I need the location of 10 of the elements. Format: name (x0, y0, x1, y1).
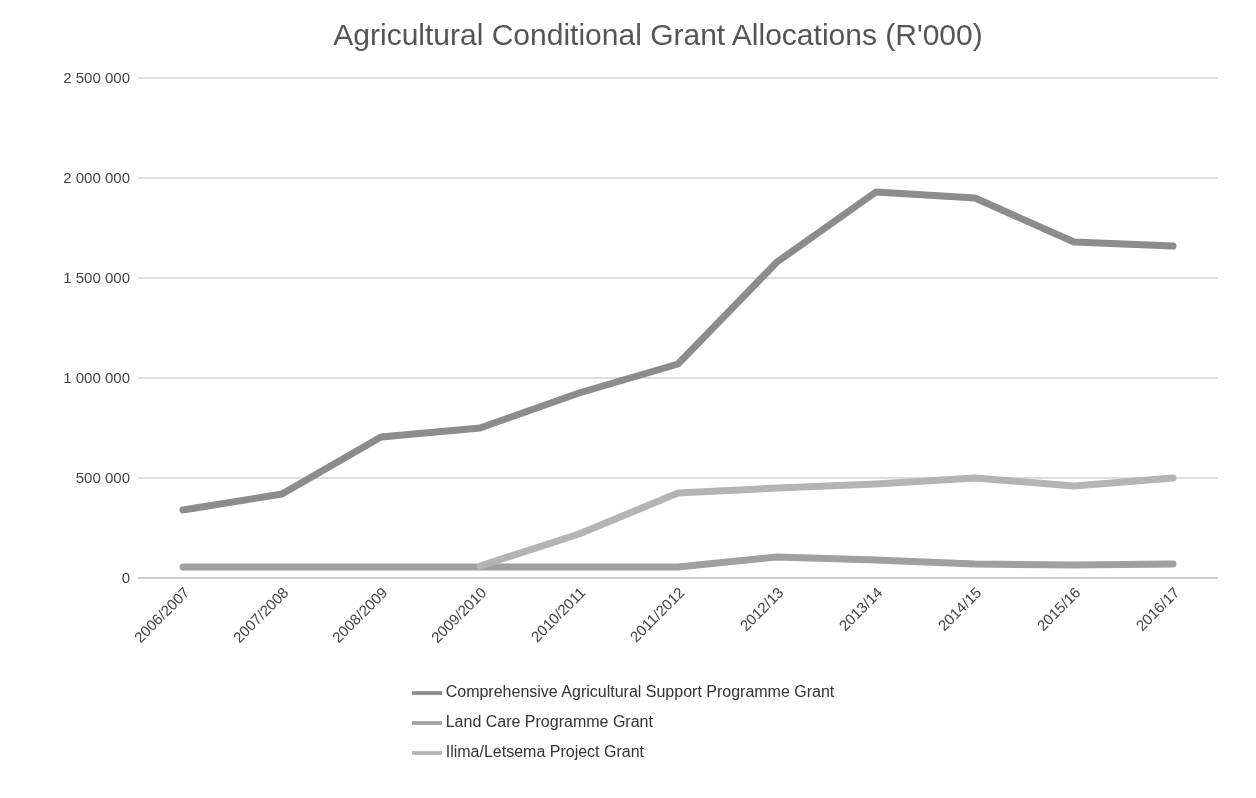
y-tick-label: 2 000 000 (63, 169, 130, 187)
y-tick-label: 1 000 000 (63, 369, 130, 387)
y-tick-label: 2 500 000 (63, 69, 130, 87)
legend-label: Comprehensive Agricultural Support Programme Grant (445, 683, 835, 701)
legend-label: Land Care Programme Grant (445, 713, 653, 731)
legend-label: Ilima/Letsema Project Grant (445, 743, 644, 761)
y-tick-label: 500 000 (75, 469, 130, 487)
chart-title: Agricultural Conditional Grant Allocations (R'000) (332, 17, 984, 53)
y-tick-label: 0 (121, 569, 130, 587)
y-tick-label: 1 500 000 (63, 269, 130, 287)
